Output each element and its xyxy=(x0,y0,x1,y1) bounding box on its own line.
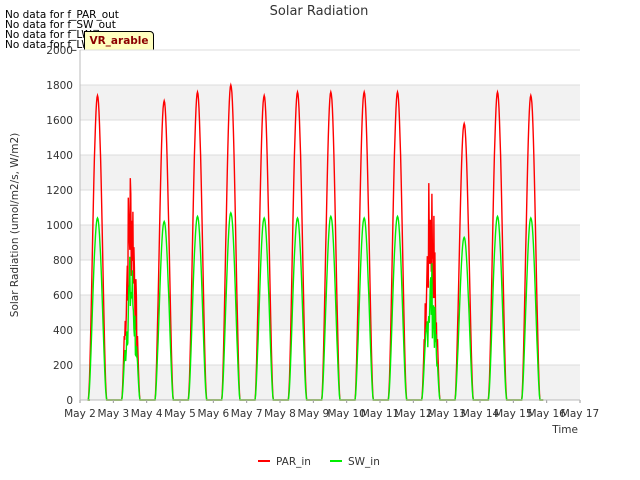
x-tick-label: May 13 xyxy=(427,408,465,420)
grid-band xyxy=(80,260,580,295)
y-tick-label: 1000 xyxy=(46,220,73,232)
no-data-notice-2: No data for f_SW_out xyxy=(5,19,116,31)
grid-band xyxy=(80,365,580,400)
y-tick-label: 600 xyxy=(53,290,73,302)
x-tick-label: May 12 xyxy=(394,408,432,420)
y-tick-label: 2000 xyxy=(46,45,73,57)
y-tick-label: 200 xyxy=(53,360,73,372)
x-tick-label: May 17 xyxy=(561,408,599,420)
grid-band xyxy=(80,50,580,85)
x-tick-label: May 6 xyxy=(197,408,229,420)
x-axis-title: Time xyxy=(551,424,578,436)
grid-band xyxy=(80,225,580,260)
grid-band xyxy=(80,295,580,330)
y-axis-title: Solar Radiation (umol/m2/s, W/m2) xyxy=(9,133,21,317)
x-tick-label: May 15 xyxy=(494,408,532,420)
legend-label: PAR_in xyxy=(276,456,311,468)
no-data-notice-1: No data for f_PAR_out xyxy=(5,9,119,21)
axes: 0 200 400 600 800 1000 1200 1400 1600 1800 2000 May… xyxy=(46,45,599,420)
x-tick-label: May 3 xyxy=(97,408,129,420)
x-tick-label: May 8 xyxy=(264,408,296,420)
x-tick-label: May 14 xyxy=(461,408,500,420)
chart-title: Solar Radiation xyxy=(270,4,369,19)
y-tick-label: 800 xyxy=(53,255,73,267)
grid-band xyxy=(80,155,580,190)
y-tick-label: 0 xyxy=(66,395,73,407)
no-data-notice-3: No data for f_LW_in xyxy=(5,29,107,41)
x-tick-label: May 4 xyxy=(131,408,163,420)
legend-label: SW_in xyxy=(348,456,380,468)
y-tick-label: 1200 xyxy=(46,185,73,197)
grid-band xyxy=(80,120,580,155)
grid-band xyxy=(80,330,580,365)
y-tick-label: 1600 xyxy=(46,115,73,127)
x-tick-label: May 11 xyxy=(361,408,399,420)
x-tick-label: May 2 xyxy=(64,408,96,420)
x-tick-label: May 7 xyxy=(231,408,263,420)
x-tick-label: May 16 xyxy=(527,408,566,420)
x-tick-label: May 10 xyxy=(327,408,365,420)
y-tick-label: 400 xyxy=(53,325,73,337)
x-tick-label: May 9 xyxy=(297,408,329,420)
y-tick-label: 1400 xyxy=(46,150,73,162)
y-tick-label: 1800 xyxy=(46,80,73,92)
legend: PAR_in SW_in xyxy=(258,456,380,468)
site-badge: VR_arable xyxy=(84,31,154,51)
x-tick-label: May 5 xyxy=(164,408,196,420)
